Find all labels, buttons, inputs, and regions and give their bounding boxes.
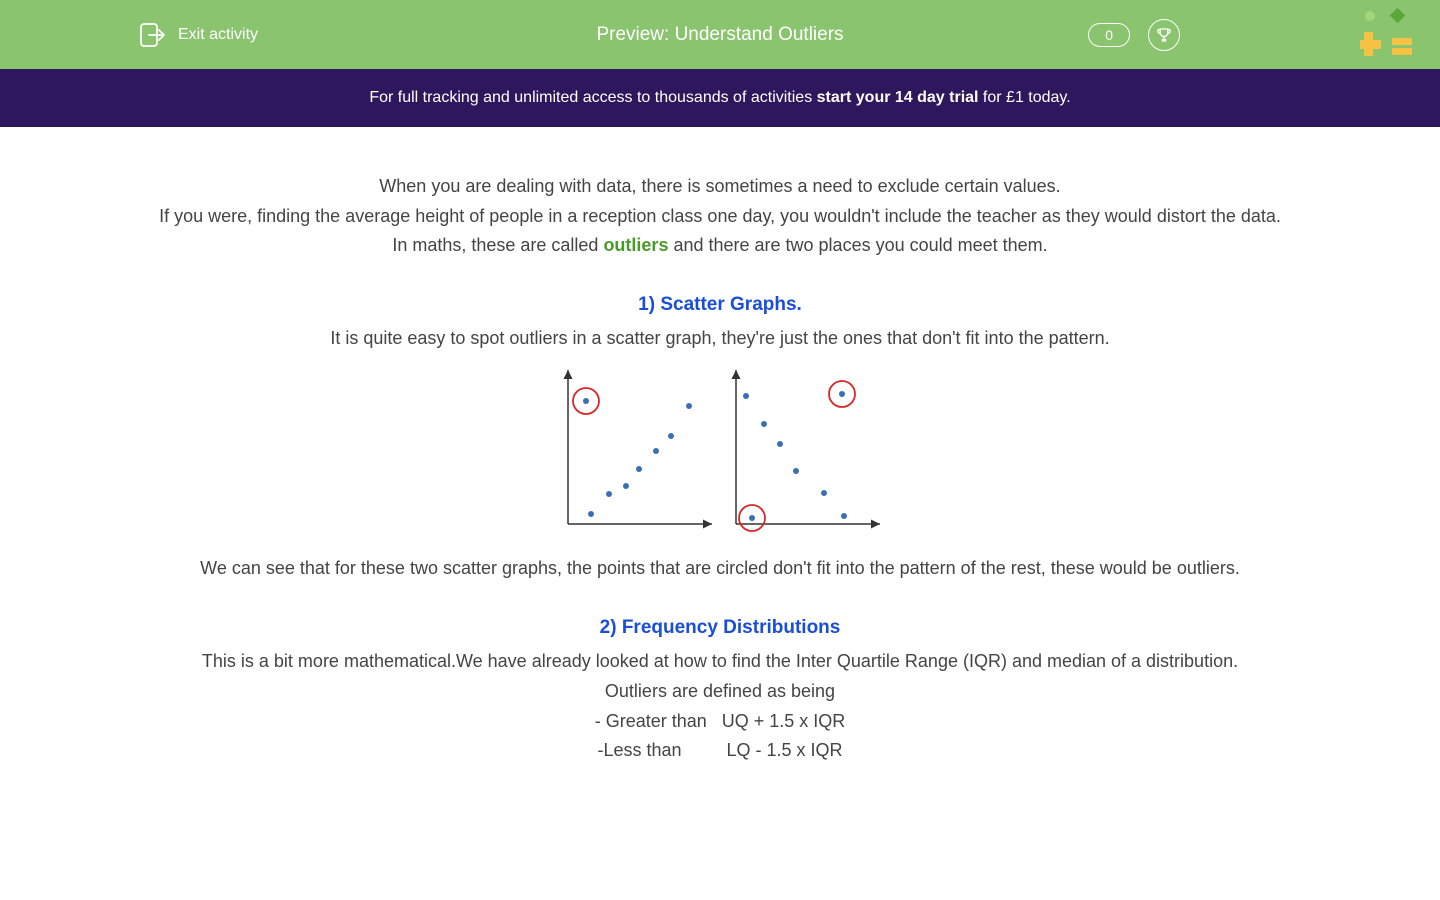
corner-decoration-icon — [1360, 8, 1420, 60]
intro3-pre: In maths, these are called — [392, 235, 603, 255]
banner-bold: start your 14 day trial — [817, 89, 979, 106]
score-badge: 0 — [1088, 23, 1130, 47]
exit-label: Exit activity — [178, 26, 258, 44]
exit-activity-button[interactable]: Exit activity — [140, 23, 258, 47]
outlier-rule-1: - Greater than UQ + 1.5 x IQR — [140, 707, 1300, 737]
section-1-title: 1) Scatter Graphs. — [140, 289, 1300, 320]
section-1-desc: It is quite easy to spot outliers in a s… — [140, 324, 1300, 354]
banner-post: for £1 today. — [978, 89, 1070, 106]
banner-pre: For full tracking and unlimited access t… — [369, 89, 816, 106]
section-2-def-intro: Outliers are defined as being — [140, 677, 1300, 707]
section-2-desc: This is a bit more mathematical.We have … — [140, 647, 1300, 677]
outlier-rule-2: -Less than LQ - 1.5 x IQR — [140, 736, 1300, 766]
trial-banner[interactable]: For full tracking and unlimited access t… — [0, 69, 1440, 127]
section-1-after: We can see that for these two scatter gr… — [140, 554, 1300, 584]
outliers-keyword: outliers — [603, 235, 668, 255]
scatter-graphs-container — [140, 366, 1300, 536]
header-right-group: 0 — [1088, 19, 1180, 51]
intro-line-1: When you are dealing with data, there is… — [140, 172, 1300, 202]
intro3-post: and there are two places you could meet … — [668, 235, 1047, 255]
trophy-icon — [1155, 26, 1173, 44]
scatter-graph-left — [556, 366, 716, 536]
main-content: When you are dealing with data, there is… — [120, 127, 1320, 786]
intro-line-2: If you were, finding the average height … — [140, 202, 1300, 232]
header-bar: Exit activity Preview: Understand Outlie… — [0, 0, 1440, 69]
scatter-graph-right — [724, 366, 884, 536]
trophy-button[interactable] — [1148, 19, 1180, 51]
intro-line-3: In maths, these are called outliers and … — [140, 231, 1300, 261]
section-2-title: 2) Frequency Distributions — [140, 612, 1300, 643]
exit-icon — [140, 23, 166, 47]
page-title: Preview: Understand Outliers — [596, 24, 843, 46]
